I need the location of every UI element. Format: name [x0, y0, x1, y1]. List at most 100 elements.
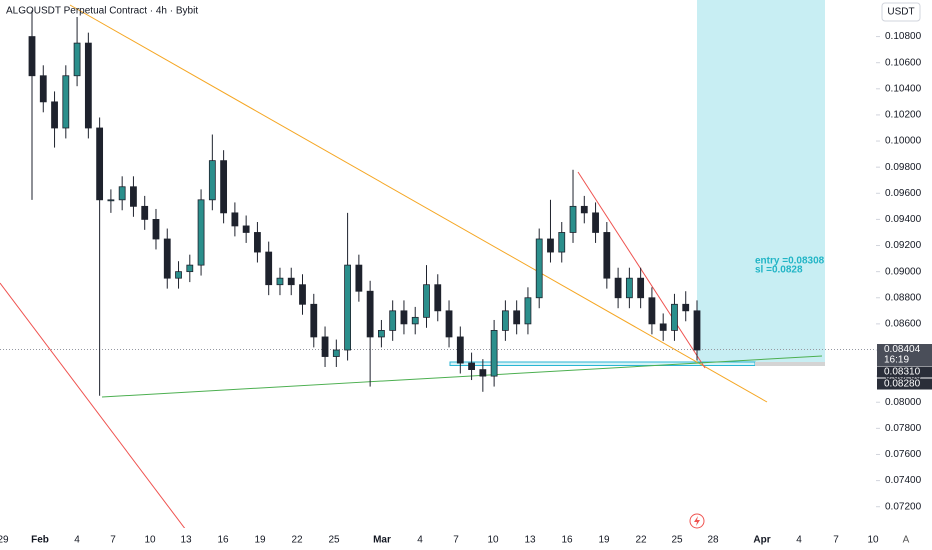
candle-body [592, 212, 599, 233]
x-tick-label: 28 [707, 535, 719, 546]
candle-body [445, 310, 453, 338]
candle-body [276, 277, 284, 286]
candle-body [558, 232, 566, 253]
candle-body [287, 277, 295, 286]
price-label: 0.08404 [884, 344, 921, 355]
y-tick-label: 0.09600 [885, 188, 922, 199]
candle-body [671, 303, 678, 331]
candle-body [208, 160, 216, 201]
y-tick-label: 0.08600 [885, 319, 922, 330]
y-tick-label: 0.07600 [885, 449, 922, 460]
trend-line [69, 4, 768, 403]
candle-body [547, 238, 554, 253]
candle-body [28, 36, 36, 77]
x-tick-label: Mar [373, 535, 391, 546]
candle-body [366, 290, 374, 338]
y-tick-label: 0.07400 [885, 475, 922, 486]
auto-scale[interactable]: A [903, 535, 910, 546]
candle-body [242, 225, 250, 233]
y-tick-label: 0.10000 [885, 136, 922, 147]
x-tick-label: 4 [74, 535, 80, 546]
y-tick-label: 0.10200 [885, 110, 922, 121]
y-tick-label: 0.10800 [885, 31, 922, 42]
price-label-box [877, 378, 932, 390]
trend-line [577, 171, 706, 369]
price-label: 0.08280 [884, 379, 921, 390]
candle-body [434, 284, 442, 312]
x-tick-label: 10 [144, 535, 156, 546]
x-tick-label: 4 [417, 535, 423, 546]
candle-body [637, 277, 645, 299]
x-tick-label: 25 [328, 535, 340, 546]
candle-body [141, 205, 149, 220]
x-tick-label: 19 [598, 535, 610, 546]
x-tick-label: 19 [254, 535, 266, 546]
candle-body [265, 251, 273, 286]
price-label-box [877, 366, 932, 378]
candle-body [107, 199, 115, 202]
annotation: sl =0.0828 [755, 265, 803, 276]
candle-body [197, 199, 205, 266]
candle-body [378, 330, 385, 338]
candle-body [569, 205, 577, 233]
plot-area [0, 0, 876, 528]
y-tick-label: 0.08000 [885, 397, 922, 408]
x-tick-label: 22 [635, 535, 647, 546]
candle-body [423, 284, 430, 318]
candle-body [468, 362, 475, 370]
candle-body [501, 310, 509, 331]
candle-body [603, 232, 611, 279]
candle-body [580, 205, 588, 214]
y-tick-label: 0.10400 [885, 83, 922, 94]
candle-body [220, 160, 228, 214]
y-tick-label: 0.09000 [885, 266, 922, 277]
chart-title: ALGOUSDT Perpetual Contract · 4h · Bybit [6, 6, 198, 17]
candle-body [231, 212, 239, 227]
candle-body [332, 349, 340, 357]
price-label: 0.08310 [884, 367, 921, 378]
x-tick-label: 10 [487, 535, 499, 546]
y-tick-label: 0.09400 [885, 214, 922, 225]
y-tick-label: 0.09800 [885, 162, 922, 173]
candle-body [389, 310, 397, 331]
candle-body [411, 316, 419, 325]
y-tick-label: 0.07200 [885, 501, 922, 512]
candle-body [456, 336, 464, 364]
x-tick-label: 16 [217, 535, 229, 546]
currency-button[interactable] [881, 2, 921, 22]
x-tick-label: 25 [671, 535, 683, 546]
candle-body [344, 264, 351, 351]
x-tick-label: 22 [291, 535, 303, 546]
candle-body [84, 42, 92, 129]
candle-body [682, 303, 690, 312]
candle-body [175, 271, 182, 279]
countdown: 16:19 [884, 355, 909, 366]
candle-body [535, 238, 543, 299]
candle-body [400, 310, 408, 325]
x-tick-label: 7 [453, 535, 459, 546]
candle-body [73, 42, 81, 77]
currency[interactable]: USDT [887, 7, 914, 18]
y-tick-label: 0.09200 [885, 240, 922, 251]
candle-body [648, 297, 656, 325]
candle-body [254, 232, 261, 253]
candle-body [513, 310, 521, 325]
candle-body [152, 219, 160, 240]
candle-body [321, 336, 329, 357]
events-icon-bolt [694, 516, 700, 526]
x-tick-label: Feb [31, 535, 49, 546]
candle-body [186, 264, 194, 273]
candle-body [130, 186, 137, 207]
trend-line [0, 282, 186, 528]
trend-line [101, 355, 823, 398]
candle-body [693, 310, 701, 351]
candle-body [96, 127, 104, 201]
candle-body [490, 330, 498, 377]
x-tick-label: 29 [0, 535, 9, 546]
candle-body [614, 277, 622, 299]
candle-body [310, 303, 318, 338]
stop-zone [755, 362, 825, 366]
candle-body [355, 264, 363, 292]
candle-body [51, 101, 58, 129]
